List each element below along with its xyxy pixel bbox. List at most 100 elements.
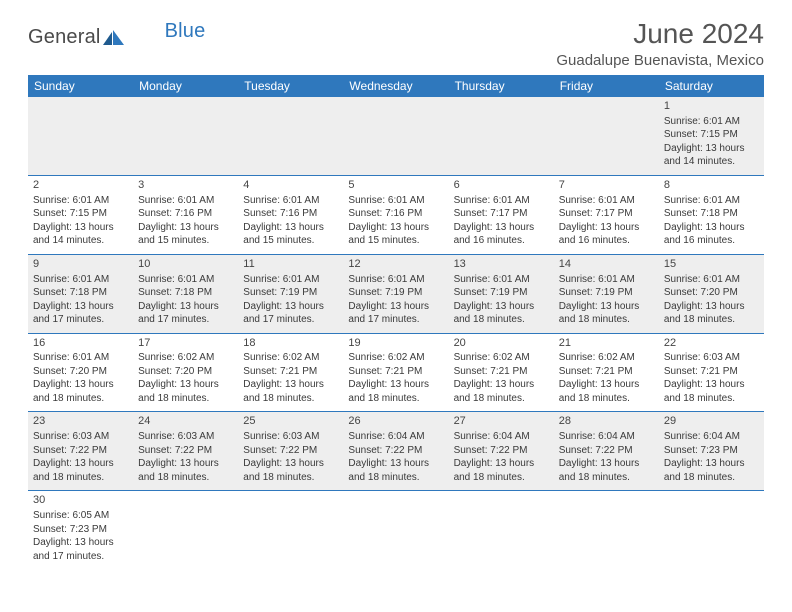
daylight-line: Daylight: 13 hours and 18 minutes. bbox=[664, 300, 759, 327]
sunset-line: Sunset: 7:22 PM bbox=[559, 444, 654, 458]
weekday-header: Tuesday bbox=[238, 75, 343, 97]
day-number: 1 bbox=[664, 99, 759, 114]
sunset-line: Sunset: 7:19 PM bbox=[559, 286, 654, 300]
day-number: 23 bbox=[33, 414, 128, 429]
day-cell: 18Sunrise: 6:02 AMSunset: 7:21 PMDayligh… bbox=[238, 333, 343, 412]
day-number: 20 bbox=[454, 336, 549, 351]
daylight-line: Daylight: 13 hours and 15 minutes. bbox=[243, 221, 338, 248]
day-number: 7 bbox=[559, 178, 654, 193]
sunrise-line: Sunrise: 6:02 AM bbox=[348, 351, 443, 365]
day-cell: 8Sunrise: 6:01 AMSunset: 7:18 PMDaylight… bbox=[659, 175, 764, 254]
daylight-line: Daylight: 13 hours and 18 minutes. bbox=[243, 378, 338, 405]
sunset-line: Sunset: 7:20 PM bbox=[138, 365, 233, 379]
day-cell: 30Sunrise: 6:05 AMSunset: 7:23 PMDayligh… bbox=[28, 491, 133, 569]
calendar-body: 1Sunrise: 6:01 AMSunset: 7:15 PMDaylight… bbox=[28, 97, 764, 569]
sunrise-line: Sunrise: 6:04 AM bbox=[664, 430, 759, 444]
day-number: 19 bbox=[348, 336, 443, 351]
day-cell: 2Sunrise: 6:01 AMSunset: 7:15 PMDaylight… bbox=[28, 175, 133, 254]
day-number: 14 bbox=[559, 257, 654, 272]
empty-cell bbox=[449, 491, 554, 569]
sunrise-line: Sunrise: 6:01 AM bbox=[243, 194, 338, 208]
calendar-row: 1Sunrise: 6:01 AMSunset: 7:15 PMDaylight… bbox=[28, 97, 764, 175]
sunrise-line: Sunrise: 6:01 AM bbox=[559, 194, 654, 208]
calendar-table: SundayMondayTuesdayWednesdayThursdayFrid… bbox=[28, 75, 764, 569]
calendar-row: 2Sunrise: 6:01 AMSunset: 7:15 PMDaylight… bbox=[28, 175, 764, 254]
sunrise-line: Sunrise: 6:05 AM bbox=[33, 509, 128, 523]
daylight-line: Daylight: 13 hours and 14 minutes. bbox=[664, 142, 759, 169]
day-number: 4 bbox=[243, 178, 338, 193]
sunrise-line: Sunrise: 6:01 AM bbox=[138, 273, 233, 287]
sunset-line: Sunset: 7:19 PM bbox=[243, 286, 338, 300]
day-number: 12 bbox=[348, 257, 443, 272]
daylight-line: Daylight: 13 hours and 17 minutes. bbox=[33, 300, 128, 327]
daylight-line: Daylight: 13 hours and 17 minutes. bbox=[348, 300, 443, 327]
day-number: 6 bbox=[454, 178, 549, 193]
sunrise-line: Sunrise: 6:03 AM bbox=[243, 430, 338, 444]
empty-cell bbox=[133, 491, 238, 569]
sunset-line: Sunset: 7:18 PM bbox=[138, 286, 233, 300]
sunset-line: Sunset: 7:17 PM bbox=[559, 207, 654, 221]
sunset-line: Sunset: 7:15 PM bbox=[33, 207, 128, 221]
sunset-line: Sunset: 7:20 PM bbox=[664, 286, 759, 300]
daylight-line: Daylight: 13 hours and 18 minutes. bbox=[243, 457, 338, 484]
empty-cell bbox=[238, 491, 343, 569]
sunset-line: Sunset: 7:17 PM bbox=[454, 207, 549, 221]
sunrise-line: Sunrise: 6:01 AM bbox=[454, 194, 549, 208]
day-number: 22 bbox=[664, 336, 759, 351]
day-number: 30 bbox=[33, 493, 128, 508]
day-number: 15 bbox=[664, 257, 759, 272]
sunrise-line: Sunrise: 6:01 AM bbox=[664, 194, 759, 208]
sunrise-line: Sunrise: 6:03 AM bbox=[33, 430, 128, 444]
sunrise-line: Sunrise: 6:01 AM bbox=[348, 273, 443, 287]
sunset-line: Sunset: 7:18 PM bbox=[664, 207, 759, 221]
day-cell: 19Sunrise: 6:02 AMSunset: 7:21 PMDayligh… bbox=[343, 333, 448, 412]
sunrise-line: Sunrise: 6:04 AM bbox=[454, 430, 549, 444]
sunset-line: Sunset: 7:21 PM bbox=[664, 365, 759, 379]
day-number: 24 bbox=[138, 414, 233, 429]
daylight-line: Daylight: 13 hours and 18 minutes. bbox=[348, 378, 443, 405]
day-cell: 4Sunrise: 6:01 AMSunset: 7:16 PMDaylight… bbox=[238, 175, 343, 254]
daylight-line: Daylight: 13 hours and 16 minutes. bbox=[559, 221, 654, 248]
empty-cell bbox=[554, 97, 659, 175]
day-cell: 17Sunrise: 6:02 AMSunset: 7:20 PMDayligh… bbox=[133, 333, 238, 412]
weekday-header-row: SundayMondayTuesdayWednesdayThursdayFrid… bbox=[28, 75, 764, 97]
sails-icon bbox=[103, 30, 125, 46]
daylight-line: Daylight: 13 hours and 18 minutes. bbox=[559, 457, 654, 484]
day-number: 2 bbox=[33, 178, 128, 193]
sunrise-line: Sunrise: 6:04 AM bbox=[559, 430, 654, 444]
day-number: 29 bbox=[664, 414, 759, 429]
sunset-line: Sunset: 7:18 PM bbox=[33, 286, 128, 300]
weekday-header: Thursday bbox=[449, 75, 554, 97]
sunset-line: Sunset: 7:19 PM bbox=[454, 286, 549, 300]
day-number: 3 bbox=[138, 178, 233, 193]
day-number: 27 bbox=[454, 414, 549, 429]
day-cell: 25Sunrise: 6:03 AMSunset: 7:22 PMDayligh… bbox=[238, 412, 343, 491]
logo: General Blue bbox=[28, 26, 205, 49]
daylight-line: Daylight: 13 hours and 18 minutes. bbox=[348, 457, 443, 484]
empty-cell bbox=[449, 97, 554, 175]
sunset-line: Sunset: 7:22 PM bbox=[348, 444, 443, 458]
day-cell: 7Sunrise: 6:01 AMSunset: 7:17 PMDaylight… bbox=[554, 175, 659, 254]
sunrise-line: Sunrise: 6:04 AM bbox=[348, 430, 443, 444]
sunset-line: Sunset: 7:22 PM bbox=[243, 444, 338, 458]
sunrise-line: Sunrise: 6:01 AM bbox=[243, 273, 338, 287]
day-cell: 5Sunrise: 6:01 AMSunset: 7:16 PMDaylight… bbox=[343, 175, 448, 254]
location-label: Guadalupe Buenavista, Mexico bbox=[556, 52, 764, 69]
day-cell: 24Sunrise: 6:03 AMSunset: 7:22 PMDayligh… bbox=[133, 412, 238, 491]
daylight-line: Daylight: 13 hours and 17 minutes. bbox=[243, 300, 338, 327]
empty-cell bbox=[343, 97, 448, 175]
day-cell: 29Sunrise: 6:04 AMSunset: 7:23 PMDayligh… bbox=[659, 412, 764, 491]
sunset-line: Sunset: 7:19 PM bbox=[348, 286, 443, 300]
empty-cell bbox=[238, 97, 343, 175]
day-cell: 20Sunrise: 6:02 AMSunset: 7:21 PMDayligh… bbox=[449, 333, 554, 412]
daylight-line: Daylight: 13 hours and 18 minutes. bbox=[138, 457, 233, 484]
sunrise-line: Sunrise: 6:01 AM bbox=[559, 273, 654, 287]
daylight-line: Daylight: 13 hours and 15 minutes. bbox=[138, 221, 233, 248]
day-cell: 9Sunrise: 6:01 AMSunset: 7:18 PMDaylight… bbox=[28, 254, 133, 333]
sunset-line: Sunset: 7:15 PM bbox=[664, 128, 759, 142]
sunrise-line: Sunrise: 6:02 AM bbox=[559, 351, 654, 365]
logo-text-2: Blue bbox=[165, 20, 206, 43]
sunset-line: Sunset: 7:22 PM bbox=[138, 444, 233, 458]
day-cell: 6Sunrise: 6:01 AMSunset: 7:17 PMDaylight… bbox=[449, 175, 554, 254]
sunrise-line: Sunrise: 6:01 AM bbox=[33, 194, 128, 208]
